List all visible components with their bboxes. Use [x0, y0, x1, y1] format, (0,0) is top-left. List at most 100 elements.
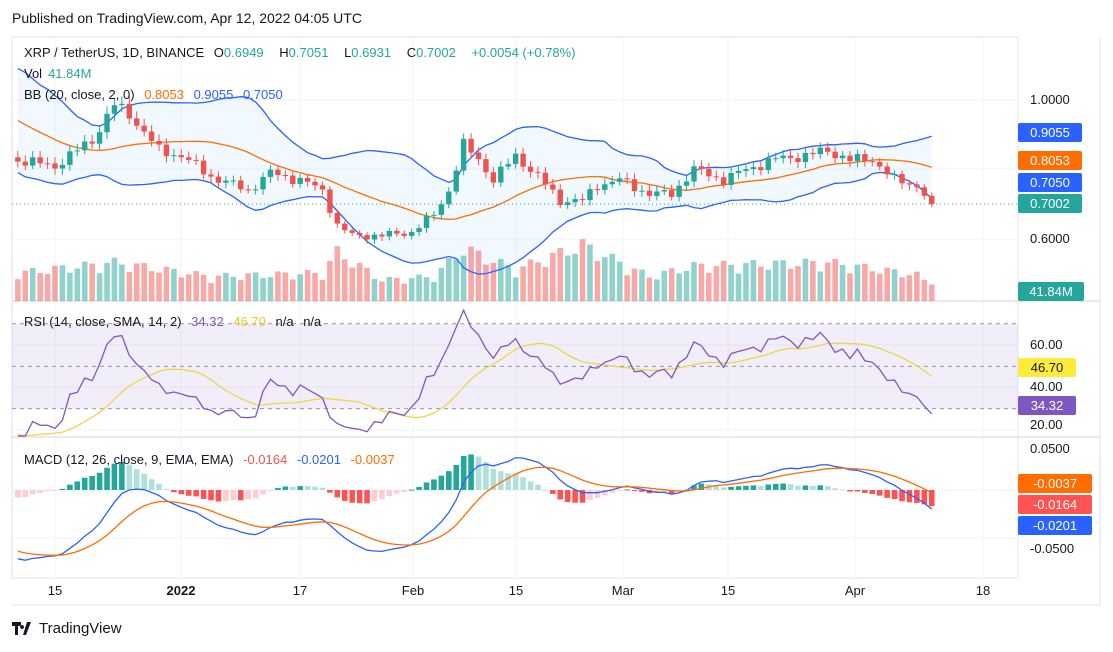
- candle-body: [275, 169, 281, 175]
- candle-body: [854, 154, 861, 162]
- macd-histogram-bar: [839, 489, 846, 491]
- macd-histogram-bar: [37, 490, 43, 493]
- bb-legend: BB (20, close, 2, 0) 0.8053 0.9055 0.705…: [24, 87, 289, 102]
- open-label: O: [213, 45, 224, 60]
- candle-body: [698, 166, 705, 169]
- vol-label[interactable]: Vol: [24, 66, 43, 81]
- volume-bar: [59, 265, 66, 301]
- macd-histogram-bar: [587, 490, 593, 501]
- volume-bar: [683, 270, 690, 301]
- macd-label[interactable]: MACD (12, 26, close, 9, EMA, EMA): [24, 452, 234, 467]
- macd-histogram-bar: [379, 490, 385, 500]
- candle-body: [416, 228, 422, 232]
- candle-body: [609, 181, 615, 185]
- volume-bar: [119, 264, 125, 301]
- macd-histogram-bar: [15, 490, 21, 498]
- price-tick: 0.6000: [1030, 231, 1070, 246]
- symbol-legend: XRP / TetherUS, 1D, BINANCE O0.6949 H0.7…: [24, 45, 582, 60]
- candle-body: [683, 181, 690, 186]
- rsi-badge: 34.32: [1018, 396, 1076, 415]
- volume-bar: [928, 284, 935, 301]
- macd-histogram-bar: [527, 481, 534, 490]
- macd-histogram-bar: [312, 486, 318, 490]
- rsi-label[interactable]: RSI (14, close, SMA, 14, 2): [24, 314, 182, 329]
- candle-body: [512, 153, 519, 165]
- macd-histogram-bar: [334, 490, 341, 498]
- candle-body: [668, 190, 675, 197]
- candle-body: [661, 190, 667, 192]
- volume-bar: [676, 273, 682, 301]
- volume-bar: [668, 268, 675, 301]
- candle-body: [401, 233, 407, 236]
- tradingview-logo[interactable]: TradingView: [12, 620, 122, 637]
- macd-histogram-bar: [371, 490, 378, 502]
- candle-body: [96, 132, 103, 144]
- macd-histogram-bar: [386, 490, 393, 497]
- candle-body: [713, 176, 719, 178]
- volume-bar: [602, 257, 608, 301]
- macd-histogram-bar: [252, 490, 259, 499]
- macd-histogram-bar: [810, 485, 816, 490]
- volume-bar: [282, 272, 289, 301]
- macd-badge: -0.0201: [1018, 516, 1092, 535]
- macd-histogram-bar: [416, 486, 422, 490]
- macd-histogram-bar: [609, 490, 616, 493]
- bb-basis-badge: 0.8053: [1018, 151, 1082, 170]
- macd-histogram-bar: [364, 490, 370, 504]
- rsi-na-2: n/a: [303, 314, 322, 329]
- time-label: Feb: [401, 583, 425, 598]
- volume-bar: [512, 277, 519, 301]
- volume-bar: [498, 258, 504, 301]
- brand-name: TradingView: [39, 620, 122, 637]
- macd-histogram-bar: [750, 485, 757, 490]
- candle-body: [639, 190, 645, 192]
- macd-histogram-bar: [282, 486, 289, 490]
- volume-bar: [371, 278, 378, 301]
- macd-histogram-bar: [289, 487, 296, 490]
- candle-body: [423, 215, 430, 229]
- symbol-title[interactable]: XRP / TetherUS, 1D, BINANCE: [24, 45, 205, 60]
- macd-histogram-bar: [876, 490, 883, 496]
- candle-body: [52, 163, 58, 169]
- bb-basis-line: [17, 119, 932, 221]
- volume-bar: [393, 277, 400, 301]
- volume-bar: [133, 263, 140, 301]
- volume-bar: [847, 273, 853, 301]
- candle-body: [119, 103, 125, 106]
- candle-body: [193, 159, 199, 161]
- macd-histogram-bar: [260, 490, 266, 495]
- macd-histogram-bar: [104, 467, 110, 490]
- rsi-line: [17, 308, 933, 437]
- macd-histogram-bar: [408, 489, 415, 491]
- bb-lower-line: [17, 171, 933, 275]
- bb-label[interactable]: BB (20, close, 2, 0): [24, 87, 135, 102]
- volume-bar: [460, 255, 467, 301]
- volume-bar: [624, 275, 630, 301]
- macd-histogram-bar: [743, 485, 749, 490]
- volume-bar: [163, 266, 170, 301]
- volume-bar: [453, 259, 460, 301]
- candle-body: [758, 167, 764, 171]
- candle-body: [587, 189, 593, 201]
- macd-histogram-bar: [185, 490, 192, 496]
- tradingview-logo-icon: [12, 622, 31, 635]
- macd-histogram-bar: [832, 488, 838, 490]
- candle-body: [342, 223, 348, 231]
- candle-body: [535, 171, 541, 173]
- macd-legend: MACD (12, 26, close, 9, EMA, EMA) -0.016…: [24, 452, 401, 467]
- macd-histogram-bar: [631, 490, 638, 491]
- rsi-band: [12, 323, 1018, 409]
- volume-bar: [713, 266, 720, 301]
- volume-bar: [876, 273, 883, 301]
- volume-bar: [706, 272, 712, 301]
- macd-histogram-bar: [74, 481, 81, 490]
- macd-histogram-bar: [431, 479, 437, 490]
- macd-histogram-bar: [356, 490, 363, 504]
- volume-bar: [289, 279, 296, 301]
- bb-basis-value: 0.8053: [144, 87, 184, 102]
- candle-body: [929, 195, 935, 205]
- volume-bar: [297, 274, 303, 301]
- volume-bar: [654, 279, 660, 301]
- volume-bar: [104, 262, 110, 301]
